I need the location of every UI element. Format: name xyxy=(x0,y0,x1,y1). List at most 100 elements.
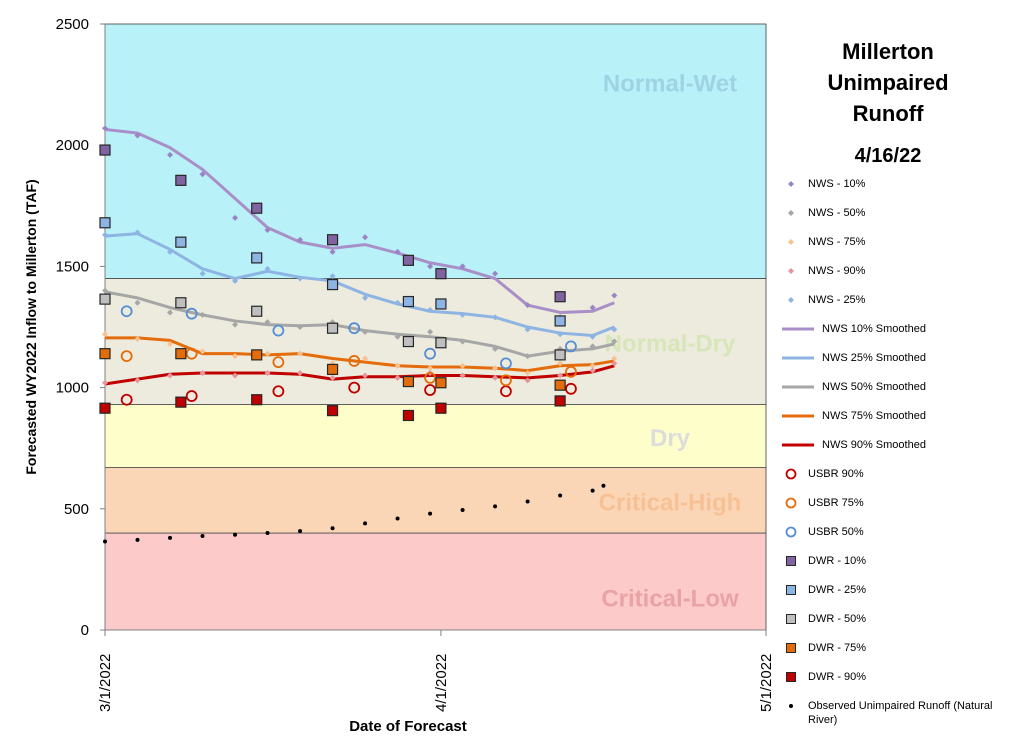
legend-item: DWR - 10% xyxy=(780,554,866,568)
nws-point xyxy=(199,171,206,178)
nws-point xyxy=(362,328,369,335)
nws-point xyxy=(329,248,336,255)
usbr-point xyxy=(185,390,198,402)
nws-point xyxy=(264,370,271,377)
nws-point xyxy=(167,340,174,347)
nws-point xyxy=(492,270,499,277)
legend-item: NWS - 10% xyxy=(780,177,865,191)
usbr-point xyxy=(500,385,512,398)
nws-point xyxy=(264,227,271,234)
legend-swatch xyxy=(782,414,814,418)
nws-point xyxy=(199,370,206,377)
nws-point xyxy=(524,326,531,333)
observed-point xyxy=(525,499,530,504)
dwr-point xyxy=(175,348,187,360)
nws-point xyxy=(589,362,596,369)
legend-item: NWS 25% Smoothed xyxy=(780,351,926,365)
nws-point xyxy=(492,374,499,381)
observed-point xyxy=(135,537,140,542)
legend-swatch xyxy=(786,643,796,653)
legend-item: USBR 50% xyxy=(780,525,864,539)
nws-point xyxy=(524,377,531,384)
nws-point xyxy=(102,125,108,132)
band-label: Normal-Wet xyxy=(603,70,737,97)
dwr-point xyxy=(175,297,187,309)
nws-point xyxy=(557,360,564,367)
usbr-point xyxy=(348,355,361,367)
nws-point xyxy=(199,270,206,277)
nws-point xyxy=(394,248,401,255)
nws-point xyxy=(557,331,564,338)
nws-point xyxy=(297,236,304,243)
usbr-point xyxy=(120,305,133,318)
usbr-point xyxy=(185,307,198,320)
dwr-point xyxy=(402,254,415,266)
dwr-point xyxy=(402,375,415,388)
nws-point xyxy=(362,234,369,241)
legend-item: USBR 90% xyxy=(780,467,864,481)
legend-item: DWR - 75% xyxy=(780,641,866,655)
legend-item: NWS - 75% xyxy=(780,235,865,249)
legend-item: DWR - 25% xyxy=(780,583,866,597)
dwr-point xyxy=(402,335,415,348)
usbr-point xyxy=(120,350,133,362)
nws-point xyxy=(394,374,401,381)
dwr-point xyxy=(175,174,187,186)
legend-label: NWS 25% Smoothed xyxy=(822,352,926,364)
legend-item: DWR - 50% xyxy=(780,612,866,626)
dwr-point xyxy=(554,349,566,361)
legend-marker xyxy=(788,181,794,187)
legend-swatch xyxy=(788,210,794,216)
nws-point xyxy=(329,374,336,381)
dwr-point xyxy=(99,144,111,156)
legend-swatch xyxy=(786,585,796,595)
legend-swatch xyxy=(785,468,797,480)
legend-marker xyxy=(788,239,794,245)
legend-item: NWS - 90% xyxy=(780,264,865,278)
nws-point xyxy=(492,314,499,321)
legend-marker xyxy=(785,497,797,509)
dwr-point xyxy=(251,305,263,317)
band-label: Dry xyxy=(650,425,691,452)
nws-point xyxy=(589,343,596,350)
legend-swatch xyxy=(786,672,796,682)
nws-point xyxy=(297,350,304,357)
nws-point xyxy=(134,229,141,236)
dwr-point xyxy=(326,234,339,246)
dwr-point xyxy=(175,236,187,248)
nws-point xyxy=(394,299,401,306)
nws-point xyxy=(297,324,304,330)
legend-marker xyxy=(788,268,794,274)
dwr-point xyxy=(554,379,566,391)
legend-label: NWS - 90% xyxy=(808,265,866,277)
y-tick-label: 2000 xyxy=(56,137,89,154)
legend-marker xyxy=(786,556,796,566)
observed-point xyxy=(590,488,595,493)
dwr-point xyxy=(99,217,111,229)
nws-point xyxy=(427,307,434,314)
nws-point xyxy=(459,338,466,345)
legend-label: NWS 75% Smoothed xyxy=(822,410,926,422)
legend-item: NWS - 25% xyxy=(780,293,865,307)
usbr-point xyxy=(565,340,577,353)
legend-label: Observed Unimpaired Runoff (Natural Rive… xyxy=(808,700,993,726)
legend-swatch xyxy=(786,556,796,566)
dwr-point xyxy=(326,322,339,334)
observed-point xyxy=(428,511,433,516)
legend-item: NWS 10% Smoothed xyxy=(780,322,926,336)
nws-point xyxy=(167,248,174,255)
nws-point xyxy=(264,319,271,326)
dwr-point xyxy=(326,363,339,376)
nws-point xyxy=(232,321,239,328)
legend-item: NWS 50% Smoothed xyxy=(780,380,926,394)
nws-point xyxy=(102,231,108,238)
legend-item: DWR - 90% xyxy=(780,670,866,684)
usbr-point xyxy=(348,381,361,394)
nws-point xyxy=(102,379,108,386)
dwr-point xyxy=(326,278,339,291)
legend-label: NWS - 50% xyxy=(808,207,866,219)
nws-point xyxy=(524,370,531,377)
legend-marker xyxy=(788,297,794,303)
observed-point xyxy=(493,504,498,509)
dwr-point xyxy=(402,295,415,308)
